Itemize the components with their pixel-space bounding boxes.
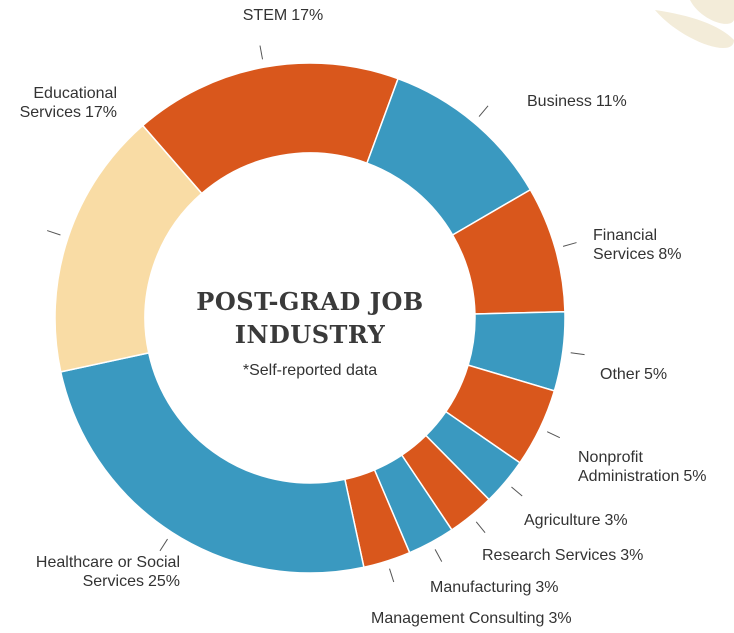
value-label: 25% xyxy=(148,573,180,590)
leader-line xyxy=(476,522,485,533)
value-label: 3% xyxy=(548,610,571,627)
value-label: 5% xyxy=(683,468,706,485)
category-label: STEM xyxy=(243,7,287,24)
leader-line xyxy=(511,487,522,496)
value-label: 5% xyxy=(644,366,667,383)
leader-line xyxy=(571,353,585,355)
value-label: 3% xyxy=(535,579,558,596)
leader-line xyxy=(390,569,394,582)
leader-line xyxy=(435,549,442,561)
category-label: Nonprofit Administration xyxy=(578,449,679,485)
category-label: Management Consulting xyxy=(371,610,544,627)
page: {"chart_data": {"type": "donut", "title"… xyxy=(0,0,734,633)
leader-line xyxy=(260,46,263,60)
value-label: 17% xyxy=(85,104,117,121)
donut-segment xyxy=(61,353,364,573)
category-label: Agriculture xyxy=(524,512,600,529)
chart-subtitle: *Self-reported data xyxy=(160,362,460,380)
leader-line xyxy=(563,243,576,247)
value-label: 8% xyxy=(658,246,681,263)
leader-line xyxy=(47,231,60,235)
value-label: 3% xyxy=(620,547,643,564)
chart-title: POST-GRAD JOB INDUSTRY xyxy=(160,285,460,351)
value-label: 11% xyxy=(596,93,627,110)
category-label: Business xyxy=(527,93,592,110)
category-label: Research Services xyxy=(482,547,616,564)
leader-line xyxy=(547,432,560,438)
decoration xyxy=(655,0,734,48)
value-label: 17% xyxy=(291,7,323,24)
leader-line xyxy=(479,106,488,117)
category-label: Other xyxy=(600,366,640,383)
category-label: Manufacturing xyxy=(430,579,531,596)
category-label: Financial Services xyxy=(593,227,657,263)
leader-line xyxy=(160,539,168,551)
value-label: 3% xyxy=(604,512,627,529)
